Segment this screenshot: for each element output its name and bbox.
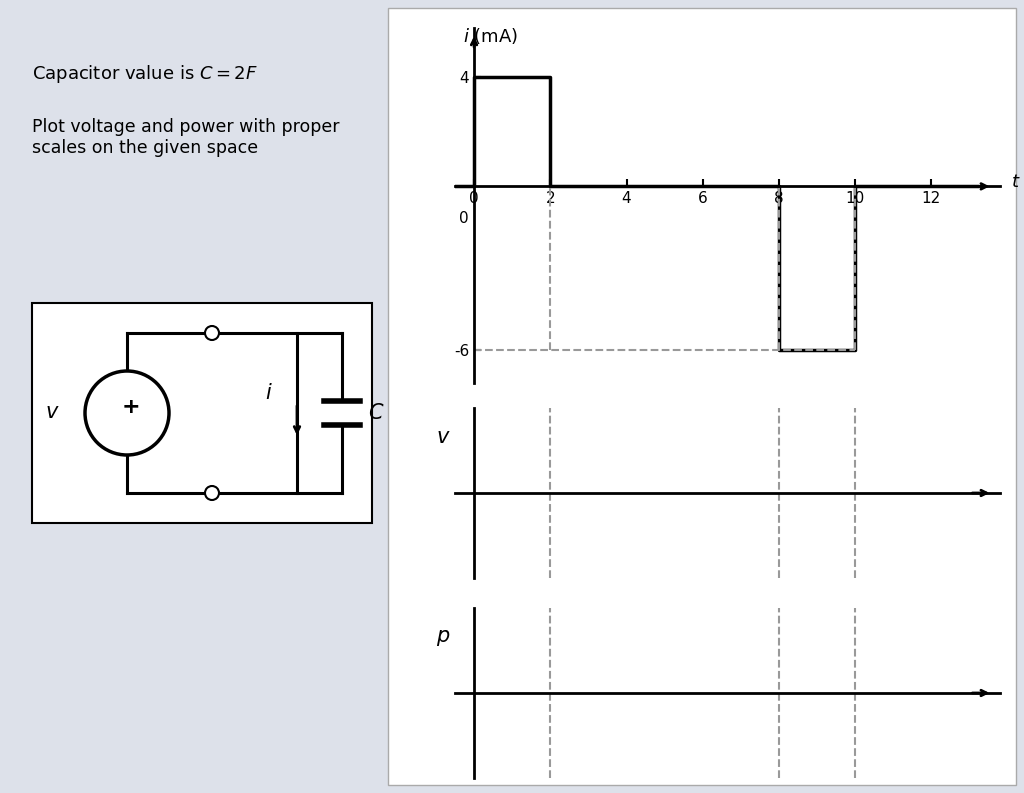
Bar bbox=[32, 303, 372, 523]
Text: $p$: $p$ bbox=[436, 628, 451, 648]
Text: $t$ ($\mu$s): $t$ ($\mu$s) bbox=[1012, 171, 1024, 193]
Text: Capacitor value is $C = 2F$: Capacitor value is $C = 2F$ bbox=[32, 63, 258, 85]
Text: 0: 0 bbox=[459, 211, 468, 226]
Text: $C$: $C$ bbox=[368, 403, 384, 423]
Text: +: + bbox=[122, 397, 140, 417]
Circle shape bbox=[205, 326, 219, 340]
Bar bbox=[388, 8, 1016, 785]
Text: $v$: $v$ bbox=[45, 404, 59, 423]
Text: Plot voltage and power with proper
scales on the given space: Plot voltage and power with proper scale… bbox=[32, 118, 340, 157]
Text: $i$ (mA): $i$ (mA) bbox=[463, 26, 518, 46]
Text: $v$: $v$ bbox=[436, 428, 451, 447]
Circle shape bbox=[85, 371, 169, 455]
Circle shape bbox=[205, 486, 219, 500]
Text: $i$: $i$ bbox=[265, 383, 272, 403]
